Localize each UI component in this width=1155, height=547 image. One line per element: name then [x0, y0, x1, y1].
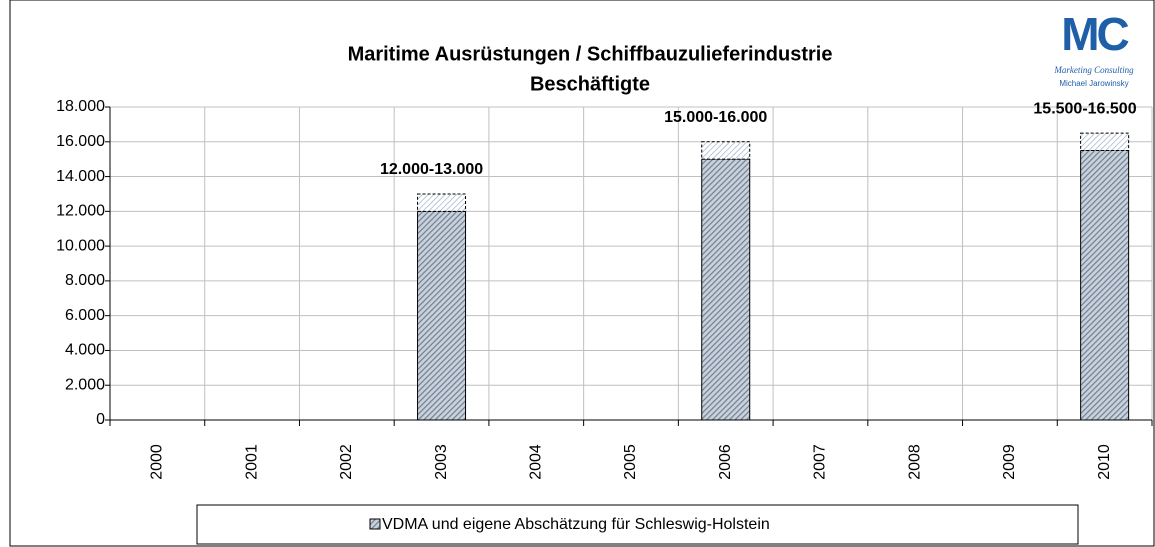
y-tick-label: 18.000	[56, 98, 105, 115]
chart-subtitle: Beschäftigte	[530, 73, 650, 95]
chart-title: Maritime Ausrüstungen / Schiffbauzuliefe…	[348, 43, 833, 65]
y-tick-label: 12.000	[56, 203, 105, 220]
x-tick-label: 2004	[527, 444, 544, 480]
logo-mark: MC	[1061, 8, 1128, 60]
bar-segment	[417, 193, 467, 212]
bar-segment	[1080, 132, 1130, 151]
bar-segment	[417, 210, 467, 421]
x-tick-label: 2001	[243, 444, 260, 480]
y-tick-label: 14.000	[56, 168, 105, 185]
y-tick-label: 0	[96, 411, 105, 428]
y-tick-label: 8.000	[65, 272, 105, 289]
y-tick-label: 6.000	[65, 307, 105, 324]
bar-segment	[701, 158, 751, 421]
logo-line1: Marketing Consulting	[1053, 65, 1134, 75]
annotation: 15.000-16.000	[664, 109, 767, 126]
x-tick-label: 2010	[1096, 444, 1113, 480]
annotation: 12.000-13.000	[380, 161, 483, 178]
x-tick-label: 2002	[338, 444, 355, 480]
y-tick-label: 2.000	[65, 376, 105, 393]
x-tick-label: 2008	[906, 444, 923, 480]
legend-box	[196, 504, 1079, 545]
x-tick-label: 2007	[812, 444, 829, 480]
legend-label: VDMA und eigene Abschätzung für Schleswi…	[382, 516, 770, 533]
x-tick-label: 2009	[1001, 444, 1018, 480]
x-tick-label: 2000	[149, 444, 166, 480]
y-tick-label: 16.000	[56, 133, 105, 150]
y-tick-label: 4.000	[65, 342, 105, 359]
x-tick-label: 2003	[433, 444, 450, 480]
bar-segment	[1080, 149, 1130, 421]
y-tick-label: 10.000	[56, 237, 105, 254]
x-tick-label: 2006	[717, 444, 734, 480]
annotation: 15.500-16.500	[1033, 100, 1136, 117]
legend-swatch	[369, 518, 381, 530]
bar-segment	[701, 141, 751, 160]
logo-line2: Michael Jarowinsky	[1059, 79, 1128, 88]
chart-frame	[9, 0, 1155, 547]
x-tick-label: 2005	[622, 444, 639, 480]
